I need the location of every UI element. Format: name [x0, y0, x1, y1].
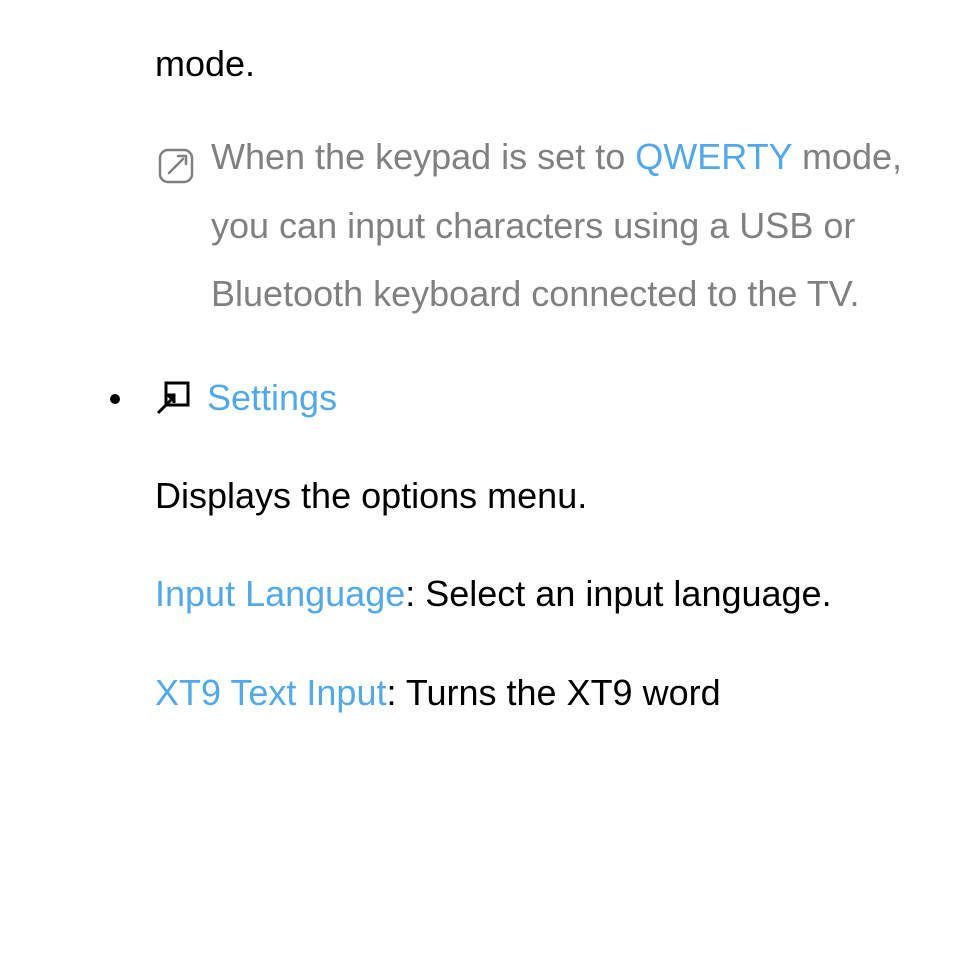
note-block: When the keypad is set to QWERTY mode, y… — [158, 123, 904, 328]
option-label-input-language: Input Language — [155, 573, 405, 614]
settings-description: Displays the options menu. — [155, 462, 904, 530]
note-icon — [158, 138, 194, 206]
note-prefix: When the keypad is set to — [211, 136, 635, 177]
note-highlight-qwerty: QWERTY — [635, 136, 792, 177]
settings-section: Settings — [110, 364, 904, 432]
bullet-icon — [110, 394, 120, 404]
option-text-input-language: : Select an input language. — [405, 573, 831, 614]
settings-heading-line: Settings — [110, 364, 904, 432]
option-xt9: XT9 Text Input: Turns the XT9 word — [155, 659, 904, 727]
note-text: When the keypad is set to QWERTY mode, y… — [211, 123, 904, 328]
option-input-language: Input Language: Select an input language… — [155, 560, 904, 628]
option-text-xt9: : Turns the XT9 word — [386, 672, 720, 713]
settings-label: Settings — [207, 364, 337, 432]
option-label-xt9: XT9 Text Input — [155, 672, 386, 713]
partial-mode-text: mode. — [155, 30, 904, 98]
tools-icon — [154, 379, 192, 417]
